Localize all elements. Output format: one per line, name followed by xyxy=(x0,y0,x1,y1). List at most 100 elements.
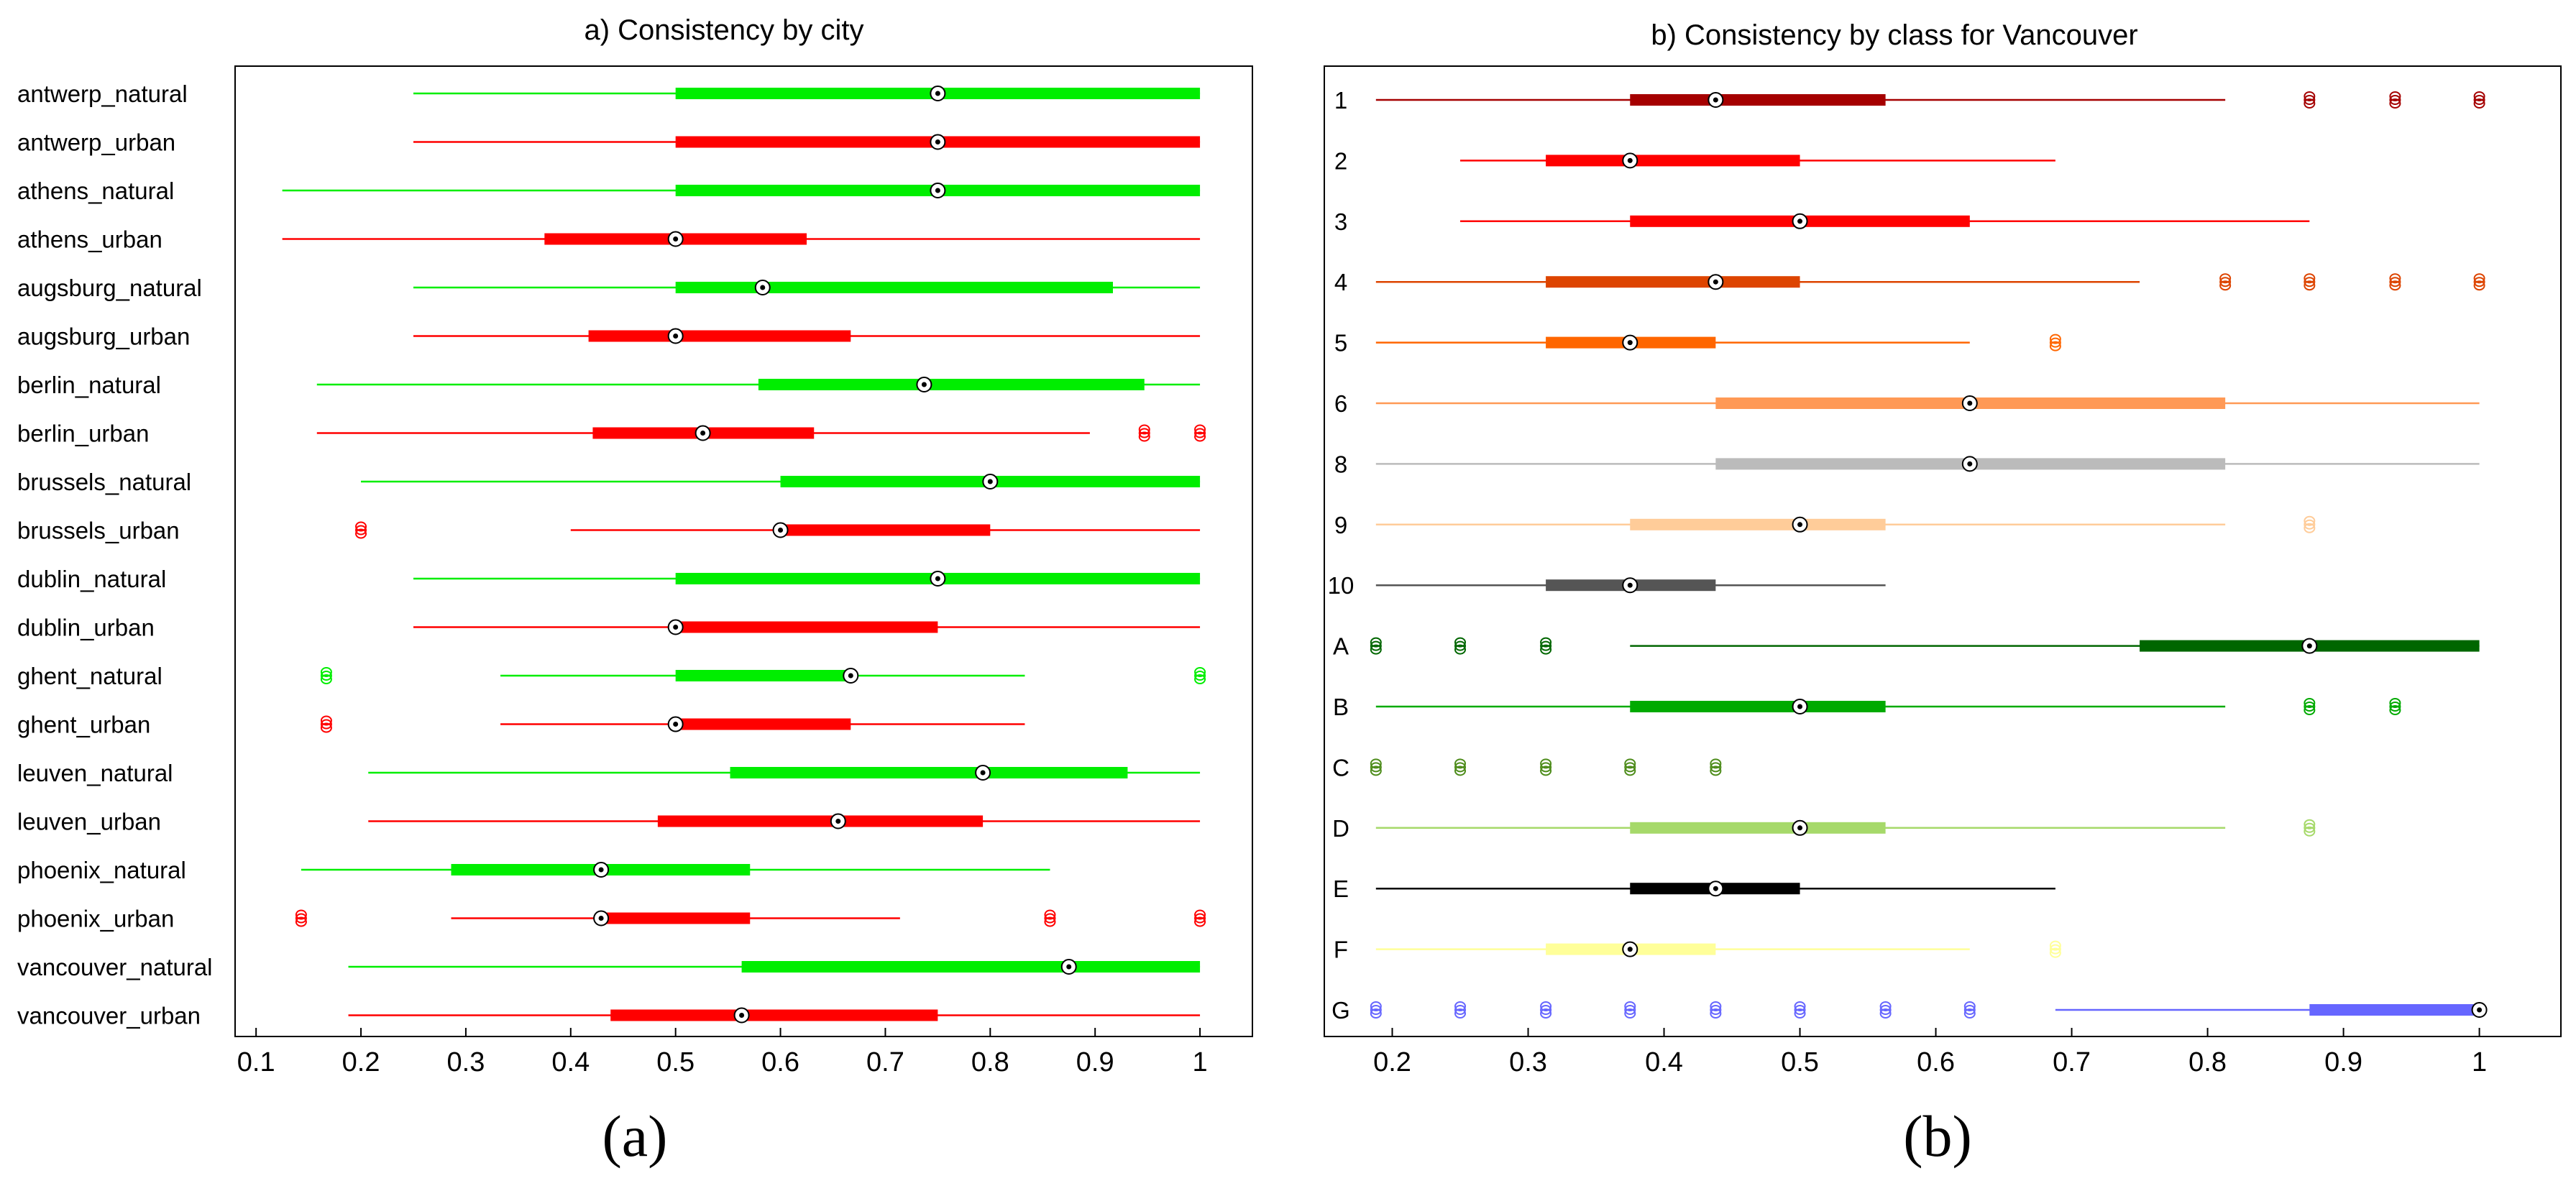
a-row-label: phoenix_natural xyxy=(17,857,186,883)
b-outlier xyxy=(2304,98,2316,109)
a-median-dot xyxy=(739,1013,745,1018)
b-outlier xyxy=(1963,1001,1976,1011)
b-outlier xyxy=(2049,944,2061,955)
a-row-label: antwerp_urban xyxy=(17,129,175,156)
b-box xyxy=(1546,155,1800,167)
b-median-dot xyxy=(1797,522,1803,528)
a-outlier xyxy=(355,521,367,532)
b-outlier xyxy=(2304,826,2316,837)
a-box xyxy=(610,1009,938,1021)
panel-a-axes: 0.1 0.2 0.3 0.4 0.5 0.6 0.7 0.8 0.9 1 xyxy=(237,1028,1208,1077)
b-row-label: A xyxy=(1333,633,1349,660)
b-outlier xyxy=(2049,337,2061,348)
a-row: vancouver_urban xyxy=(17,1003,1201,1029)
b-row-label: D xyxy=(1332,815,1349,842)
b-outlier xyxy=(1710,766,1722,776)
a-median-dot xyxy=(760,285,766,290)
a-outlier xyxy=(1194,916,1206,927)
a-box xyxy=(730,767,1128,778)
b-outlier xyxy=(2389,91,2401,101)
a-box xyxy=(758,379,1145,390)
b-outlier xyxy=(2304,515,2316,526)
b-row: 2 xyxy=(1334,147,2055,174)
a-outlier xyxy=(1194,913,1206,924)
a-xtick-label: 0.8 xyxy=(971,1047,1009,1077)
b-xtick-label: 0.6 xyxy=(1917,1047,1955,1077)
a-box xyxy=(601,912,751,924)
a-row: ghent_urban xyxy=(17,712,1025,738)
b-outlier xyxy=(1540,1005,1552,1015)
panel-b-axes: 0.2 0.3 0.4 0.5 0.6 0.7 0.8 0.9 1 xyxy=(1373,1028,2487,1077)
b-row: A xyxy=(1333,633,2480,660)
a-outlier xyxy=(355,525,367,535)
a-xtick-label: 0.6 xyxy=(761,1047,799,1077)
a-box xyxy=(675,718,851,730)
b-median-dot xyxy=(1713,97,1718,103)
b-box xyxy=(1630,518,1886,530)
a-box xyxy=(675,621,938,633)
b-row: 10 xyxy=(1328,572,1886,599)
a-median-dot xyxy=(980,770,986,776)
panel-a-frame xyxy=(234,65,1253,1037)
a-outlier xyxy=(320,671,332,681)
a-median-dot xyxy=(673,236,679,242)
b-median-dot xyxy=(1797,825,1803,831)
a-median-dot xyxy=(935,139,940,144)
b-outlier xyxy=(2304,702,2316,712)
a-median-dot xyxy=(848,673,853,679)
a-row: brussels_urban xyxy=(17,518,1201,544)
a-median-dot xyxy=(598,867,604,873)
a-row: antwerp_natural xyxy=(17,81,1201,107)
b-outlier xyxy=(1370,1005,1382,1015)
b-row: 3 xyxy=(1334,208,2310,235)
b-row-label: 6 xyxy=(1334,390,1347,417)
a-row: dublin_urban xyxy=(17,615,1201,641)
b-outlier xyxy=(2473,280,2485,291)
a-row-label: brussels_natural xyxy=(17,469,191,495)
a-row-label: vancouver_urban xyxy=(17,1003,201,1029)
a-box xyxy=(675,282,1113,293)
a-row: phoenix_urban xyxy=(17,906,1206,932)
a-row-label: leuven_natural xyxy=(17,760,173,786)
a-row: vancouver_natural xyxy=(17,954,1201,980)
b-outlier xyxy=(2473,98,2485,109)
a-xtick-label: 0.9 xyxy=(1076,1047,1114,1077)
panel-b-label: (b) xyxy=(1903,1103,1972,1169)
b-row: F xyxy=(1334,937,2061,963)
a-outlier xyxy=(1194,428,1206,438)
b-outlier xyxy=(1454,758,1467,769)
b-outlier xyxy=(1454,1008,1467,1019)
a-outlier xyxy=(1194,671,1206,681)
b-outlier xyxy=(1370,766,1382,776)
a-outlier xyxy=(1194,424,1206,435)
b-median-dot xyxy=(2306,643,2312,649)
a-row: augsburg_urban xyxy=(17,323,1201,350)
b-row-label: 2 xyxy=(1334,147,1347,174)
b-row-label: B xyxy=(1333,694,1349,720)
b-median-dot xyxy=(1627,947,1633,952)
b-median-dot xyxy=(1627,582,1633,588)
a-outlier xyxy=(355,528,367,539)
b-row: B xyxy=(1333,694,2401,720)
b-outlier xyxy=(1540,766,1552,776)
b-outlier xyxy=(1624,762,1636,773)
a-row-label: ghent_urban xyxy=(17,712,150,738)
a-outlier xyxy=(1194,909,1206,920)
a-row: athens_natural xyxy=(17,178,1201,204)
a-outlier xyxy=(320,715,332,726)
a-row-label: leuven_urban xyxy=(17,809,161,835)
a-xtick-label: 0.5 xyxy=(656,1047,695,1077)
b-outlier xyxy=(2389,698,2401,708)
a-outlier xyxy=(1044,909,1056,920)
a-row: brussels_natural xyxy=(17,469,1201,495)
b-outlier xyxy=(1454,766,1467,776)
b-outlier xyxy=(1794,1005,1806,1015)
b-xtick-label: 0.3 xyxy=(1509,1047,1547,1077)
a-box xyxy=(780,524,991,536)
b-outlier xyxy=(2389,280,2401,291)
a-row-label: phoenix_urban xyxy=(17,906,174,932)
a-median-dot xyxy=(935,91,940,96)
a-xtick-label: 0.3 xyxy=(447,1047,485,1077)
a-box xyxy=(741,961,1201,973)
